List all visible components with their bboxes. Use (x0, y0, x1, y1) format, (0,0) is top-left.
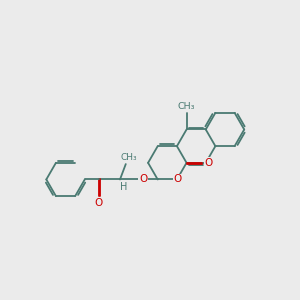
Text: O: O (95, 197, 103, 208)
Text: H: H (120, 182, 128, 192)
Text: CH₃: CH₃ (121, 153, 137, 162)
Text: CH₃: CH₃ (178, 102, 195, 111)
Text: O: O (205, 158, 213, 168)
Text: O: O (139, 175, 147, 184)
Text: O: O (174, 175, 182, 184)
